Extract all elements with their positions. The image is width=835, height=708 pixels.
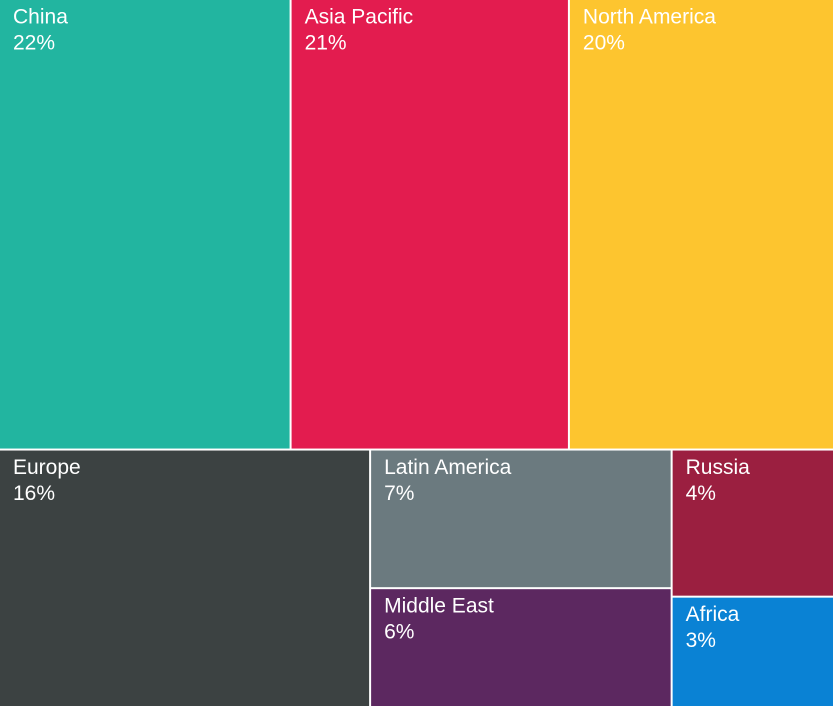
cell-value: 3% (686, 629, 716, 652)
cell-value: 16% (13, 482, 55, 505)
treemap-cell (569, 0, 833, 449)
treemap-cell (371, 589, 671, 706)
cell-label: Middle East (384, 595, 494, 618)
treemap-cell (0, 0, 290, 449)
cell-value: 22% (13, 31, 55, 54)
cell-label: Latin America (384, 456, 512, 479)
cell-value: 6% (384, 621, 414, 644)
treemap-cell (672, 450, 833, 596)
cell-label: China (13, 5, 68, 28)
treemap-cell (672, 597, 833, 706)
treemap-cell (0, 450, 370, 706)
treemap-cell (291, 0, 568, 449)
cell-label: North America (583, 5, 716, 28)
cell-value: 21% (305, 31, 347, 54)
cell-label: Europe (13, 456, 81, 479)
cell-label: Russia (686, 456, 751, 479)
cell-label: Asia Pacific (305, 5, 414, 28)
cell-value: 7% (384, 482, 414, 505)
cell-value: 20% (583, 31, 625, 54)
cell-label: Africa (686, 603, 740, 626)
cell-value: 4% (686, 482, 716, 505)
treemap-cell (371, 450, 671, 588)
